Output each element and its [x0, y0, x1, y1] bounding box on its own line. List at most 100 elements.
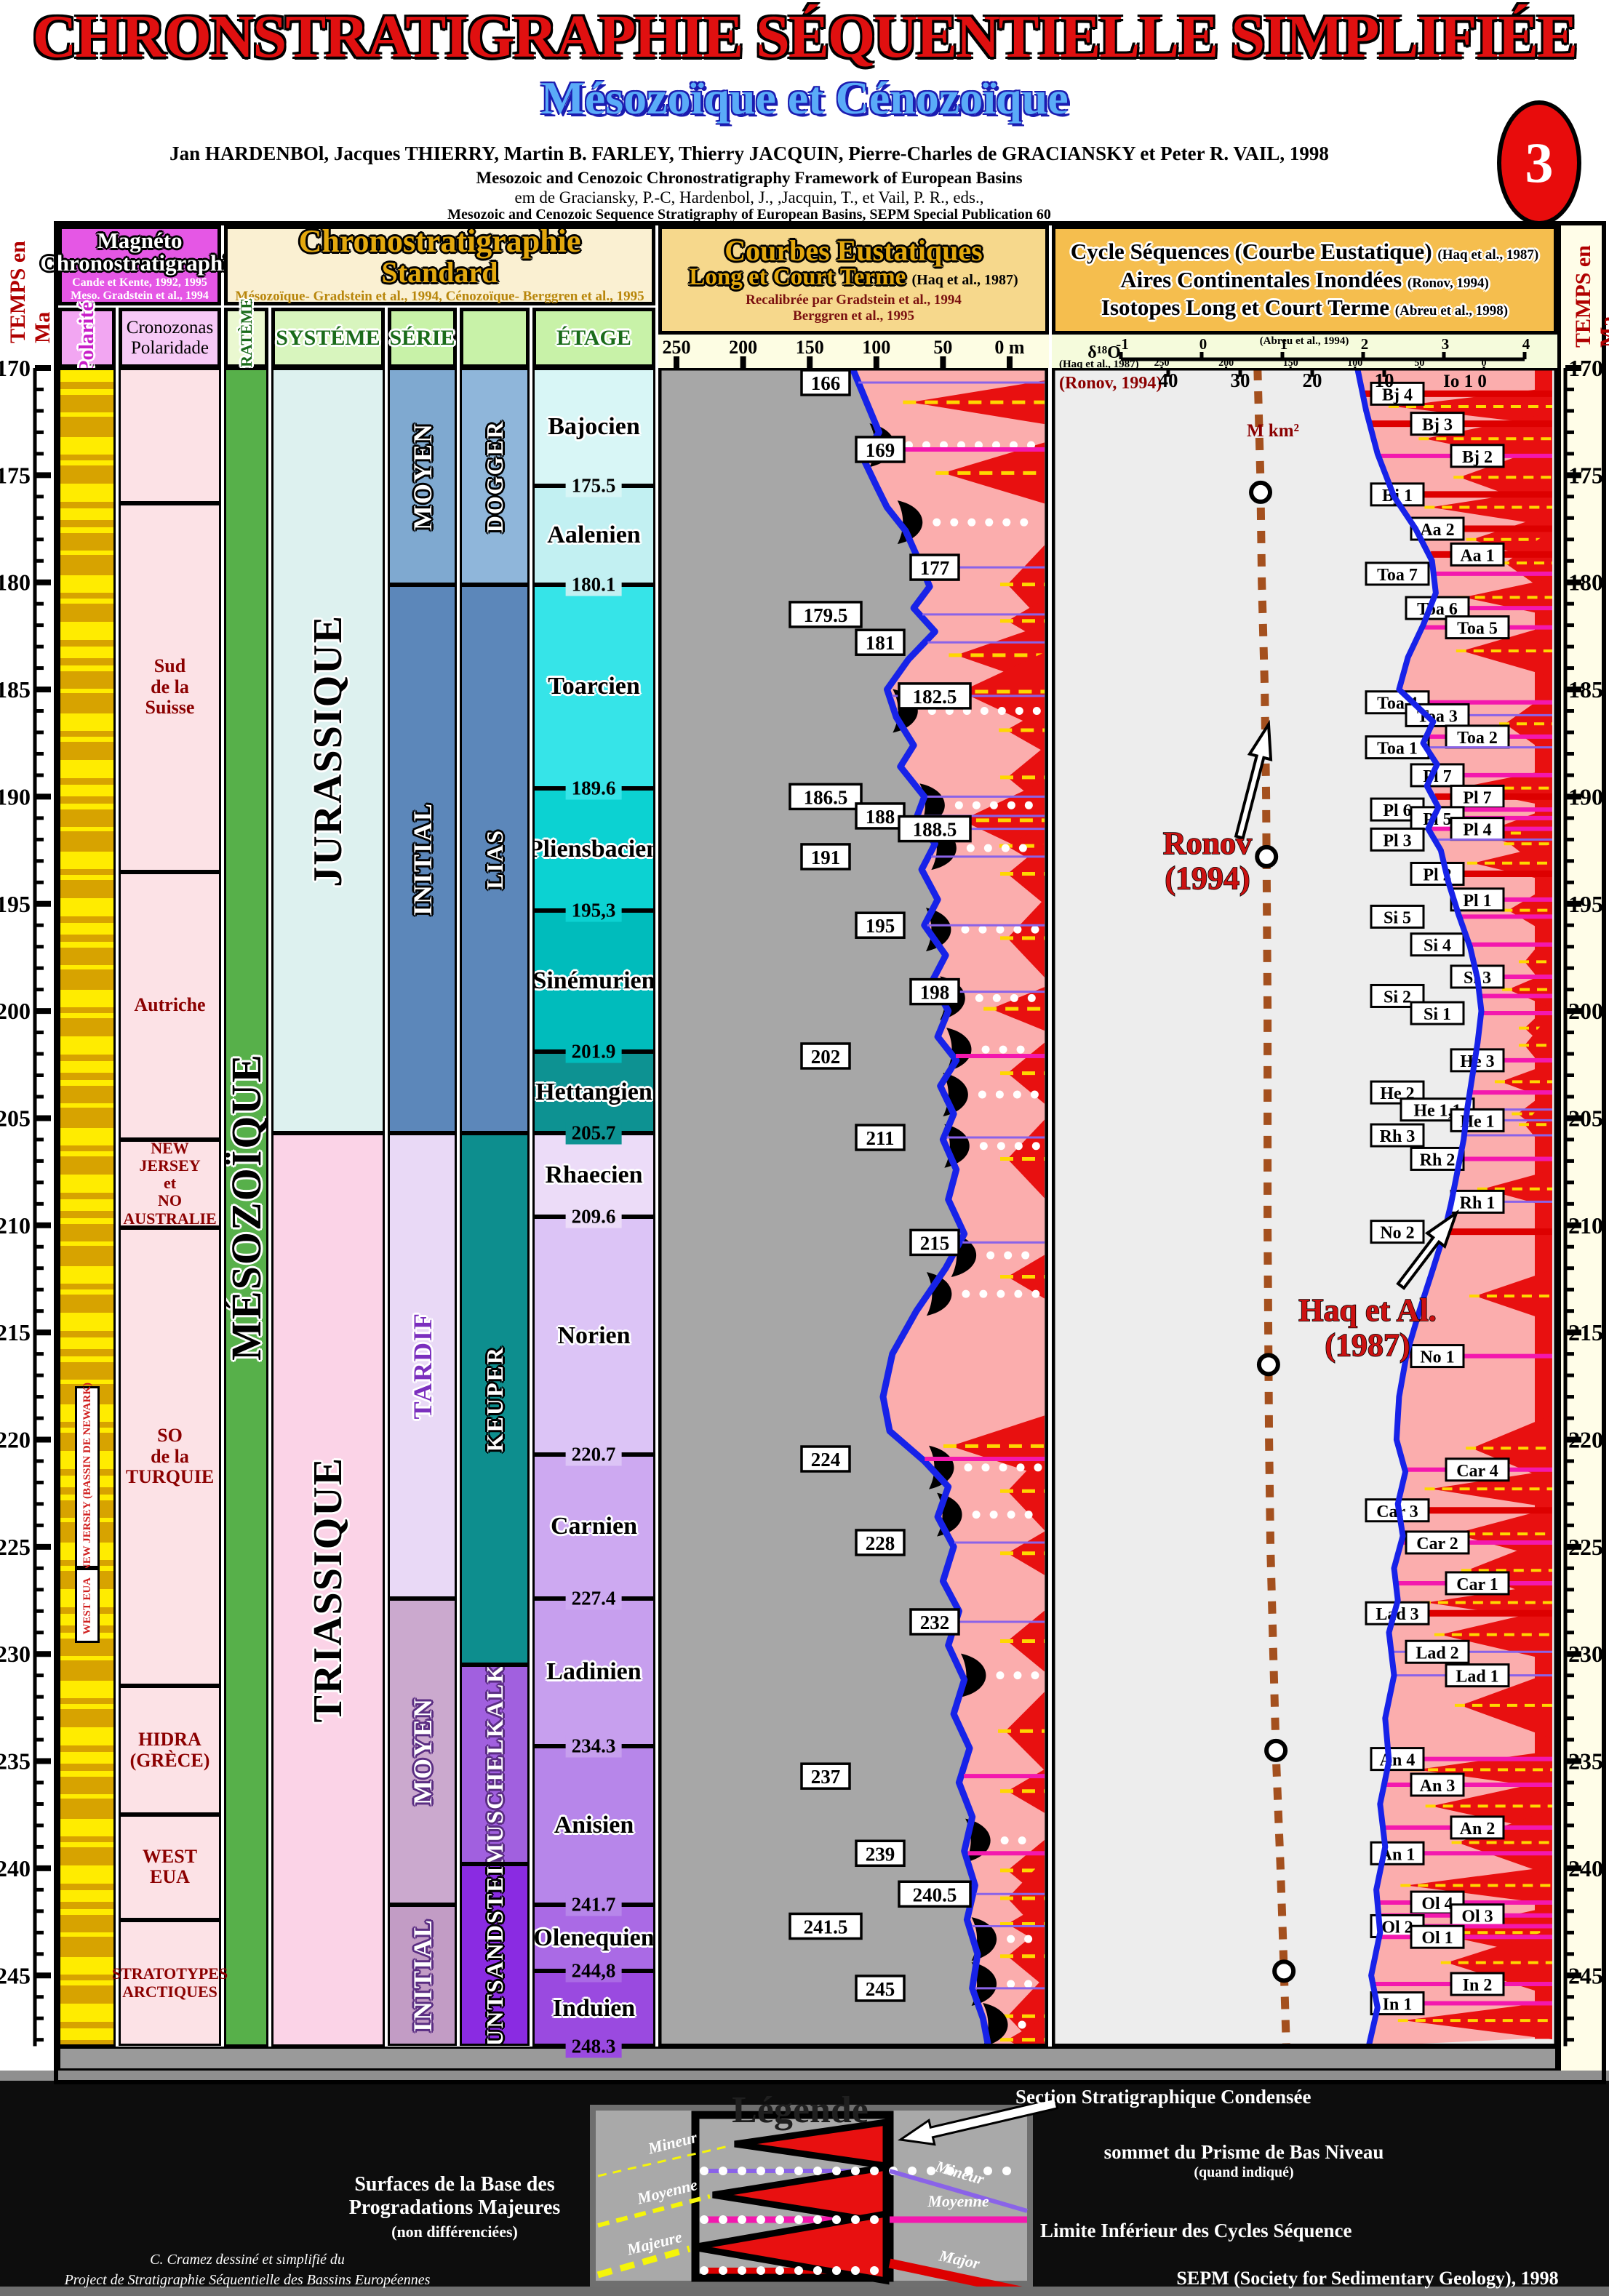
page-title: CHRONSTRATIGRAPHIE SÉQUENTIELLE SIMPLIFI… [32, 3, 1578, 71]
polarity-overlay: NEW JERSEY (BASSIN DE NEWARK) [75, 1383, 100, 1572]
svg-text:0: 0 [1199, 335, 1207, 353]
chronozone-label: WEST EUA [142, 1845, 198, 1888]
svg-text:50: 50 [1414, 358, 1424, 368]
stage-boundary-age: 248.3 [565, 2035, 622, 2057]
subserie-cell-label: KEUPER [481, 1345, 508, 1452]
stage-cell: Norien [532, 1217, 655, 1455]
svg-text:230: 230 [0, 1641, 31, 1667]
svg-text:230: 230 [1568, 1641, 1603, 1667]
legend-limit-label: Limite Inférieur des Cycles Séquence [1040, 2220, 1352, 2241]
svg-text:1: 1 [1280, 335, 1288, 353]
svg-text:239: 239 [866, 1843, 895, 1865]
chronozone-cell [119, 368, 221, 503]
svg-text:200: 200 [0, 998, 31, 1024]
svg-text:Bj 2: Bj 2 [1462, 448, 1493, 467]
reference-line-3: Mesozoic and Cenozoic Sequence Stratigra… [447, 207, 1051, 223]
stage-boundary-age: 201.9 [565, 1040, 622, 1063]
svg-text:225: 225 [0, 1534, 31, 1560]
serie-cell-label: TARDIF [407, 1312, 437, 1420]
stage-cell-label: Hettangien [535, 1079, 652, 1106]
svg-text:200: 200 [1568, 998, 1603, 1024]
svg-text:4: 4 [1522, 335, 1530, 353]
svg-text:-1: -1 [1116, 335, 1129, 353]
column-footer-strip [58, 2046, 1557, 2071]
svg-text:195: 195 [866, 915, 895, 937]
subserie-cell-label: MUSCHELKALK [481, 1664, 508, 1864]
svg-text:Bj 3: Bj 3 [1422, 416, 1453, 435]
serie-header: SÉRIE [388, 308, 457, 368]
svg-text:Toa 7: Toa 7 [1377, 566, 1418, 585]
serie-cell-label: INITIAL [407, 801, 437, 916]
svg-text:195: 195 [1568, 891, 1603, 917]
systeme-cell-label: TRIASSIQUE [306, 1457, 351, 1723]
stage-cell: Sinémurien [532, 910, 655, 1052]
subserie-cell: KEUPER [460, 1133, 530, 1665]
legend-credit-2: Project de Stratigraphie Séquentielle de… [64, 2272, 431, 2288]
systeme-cell-label: JURASSIQUE [306, 614, 351, 887]
svg-text:In 1: In 1 [1383, 1996, 1413, 2015]
cycles-header: Cycle Séquences (Courbe Eustatique) (Haq… [1052, 225, 1557, 335]
chronozone-label: Autriche [134, 994, 206, 1016]
svg-text:188.5: 188.5 [913, 819, 957, 841]
svg-text:(Haq et al., 1987): (Haq et al., 1987) [1059, 359, 1139, 368]
stage-cell-label: Rhaecien [545, 1161, 643, 1188]
svg-text:185: 185 [0, 676, 31, 703]
stage-boundary-age: 227.4 [565, 1587, 622, 1610]
chronozone-cell: HIDRA (GRÈCE) [119, 1686, 221, 1815]
svg-text:Car 1: Car 1 [1456, 1575, 1498, 1594]
chronozone-cell: STRATOTYPES ARCTIQUES [112, 1919, 228, 2047]
reference-line-2: em de Graciansky, P.-C, Hardenbol, J., ,… [514, 188, 984, 207]
svg-text:166: 166 [811, 372, 841, 394]
svg-text:181: 181 [866, 632, 895, 654]
svg-text:0 m: 0 m [994, 337, 1025, 358]
svg-text:250: 250 [1154, 358, 1170, 368]
stage-cell-label: Induien [552, 1994, 636, 2022]
stage-boundary-age: 209.6 [565, 1205, 622, 1228]
stage-cell-label: Sinémurien [532, 967, 655, 994]
chronozone-label: STRATOTYPES ARCTIQUES [111, 1964, 228, 2001]
serie-cell-label: MOYEN [407, 1697, 437, 1806]
svg-text:Car 4: Car 4 [1456, 1462, 1498, 1481]
right-axis-title: TEMPS en Ma [1571, 245, 1609, 348]
svg-text:(1994): (1994) [1165, 860, 1250, 896]
svg-text:215: 215 [0, 1319, 31, 1345]
svg-text:Io 1 0: Io 1 0 [1443, 372, 1487, 391]
svg-text:150: 150 [1283, 358, 1298, 368]
svg-text:150: 150 [796, 337, 824, 358]
svg-text:237: 237 [811, 1766, 841, 1788]
serie-cell: INITIAL [388, 584, 457, 1134]
svg-text:220: 220 [1568, 1427, 1603, 1453]
serie-cell-label: INITIAL [407, 1919, 437, 2033]
svg-text:245: 245 [0, 1962, 31, 1988]
right-time-axis: 170 175 180 185 190 195 200 205 210 215 220 225 230 2… [1563, 355, 1603, 2047]
svg-text:Haq et Al.: Haq et Al. [1298, 1292, 1436, 1328]
subserie-header [460, 308, 530, 368]
eratheme-cell: MÉSOZOÏQUE [224, 368, 268, 2047]
svg-text:188: 188 [866, 806, 895, 828]
svg-text:169: 169 [866, 439, 895, 461]
subserie-cell: BUNTSANDSTEIN [460, 1864, 530, 2047]
stage-boundary-age: 244,8 [565, 1959, 622, 1983]
svg-text:0: 0 [1482, 358, 1487, 368]
svg-text:205: 205 [0, 1105, 31, 1131]
svg-text:Ol 2: Ol 2 [1381, 1918, 1413, 1937]
eustatic-header: Courbes Eustatiques Long et Court Terme … [658, 225, 1049, 335]
eratheme-header: ÉRATÈME [224, 298, 268, 377]
svg-text:175: 175 [1568, 462, 1603, 488]
svg-text:Si 2: Si 2 [1384, 988, 1411, 1007]
serie-cell: MOYEN [388, 368, 457, 585]
chronozone-label: SO de la TURQUIE [125, 1425, 215, 1488]
svg-text:191: 191 [811, 847, 841, 868]
eratheme-cell-label: MÉSOZOÏQUE [224, 1053, 268, 1361]
svg-text:Aa 2: Aa 2 [1420, 521, 1454, 540]
svg-text:In 2: In 2 [1463, 1976, 1493, 1995]
svg-text:Rh 1: Rh 1 [1460, 1193, 1496, 1212]
svg-text:235: 235 [0, 1748, 31, 1775]
svg-text:224: 224 [811, 1449, 841, 1471]
svg-text:Si 1: Si 1 [1424, 1005, 1451, 1024]
legend-sepm: SEPM (Society for Sedimentary Geology), … [1176, 2268, 1559, 2289]
serie-cell-label: MOYEN [407, 422, 437, 530]
stage-cell: Hettangien [532, 1052, 655, 1134]
svg-text:Pl 4: Pl 4 [1463, 821, 1491, 840]
stage-boundary-age: 189.6 [565, 777, 622, 800]
